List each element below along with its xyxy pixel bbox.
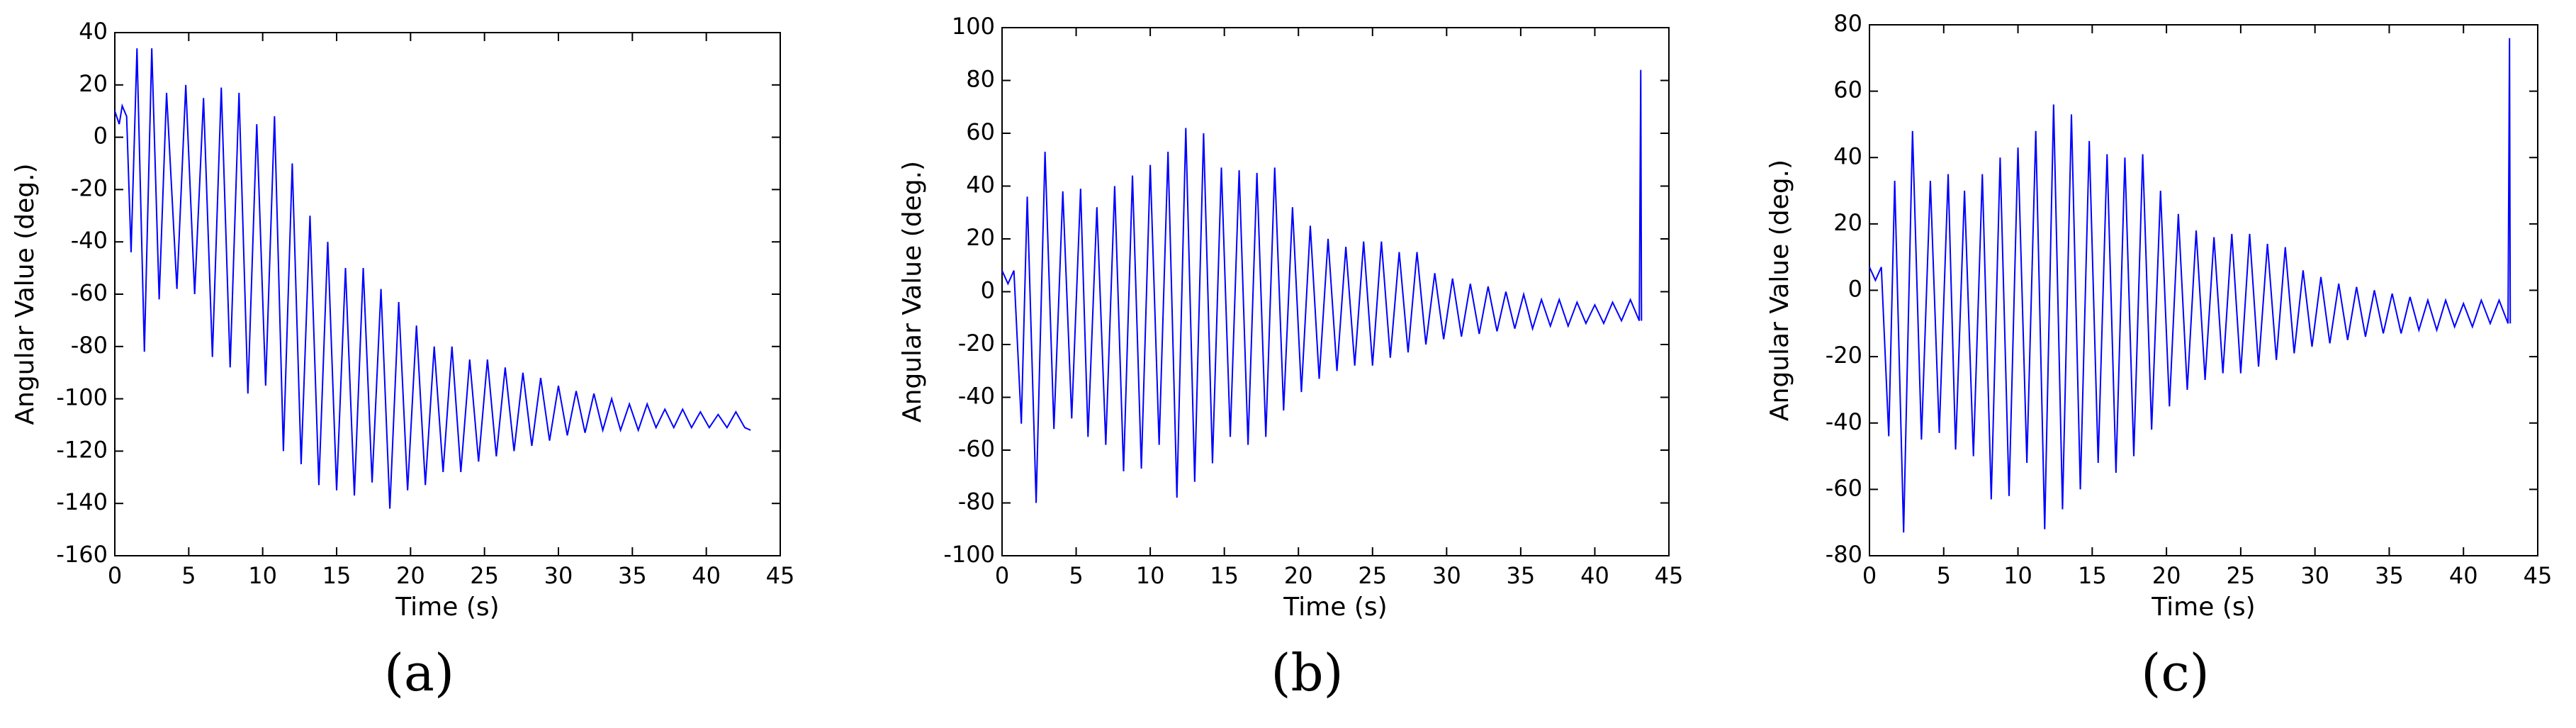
y-axis-label: Angular Value (deg.) [898,161,927,422]
y-tick-label: 40 [79,18,108,45]
y-tick-label: 40 [966,172,995,198]
x-tick-label: 45 [1655,562,1684,589]
x-tick-label: 40 [1580,562,1609,589]
y-tick-label: 60 [1833,77,1862,103]
y-tick-label: 60 [966,118,995,145]
caption: (a) [384,643,454,702]
x-tick-label: 15 [1210,562,1239,589]
y-tick-label: 20 [1833,209,1862,236]
x-tick-label: 40 [2449,562,2478,589]
plot-frame [1001,27,1670,556]
line [1001,69,1643,503]
x-tick-label: 40 [692,562,721,589]
x-tick-label: 45 [2524,562,2553,589]
y-tick-label: -20 [1826,342,1862,369]
y-tick-label: -40 [958,383,995,410]
y-tick-label: -20 [71,174,108,201]
y-tick-label: -100 [943,541,995,568]
plot-frame [1869,24,2538,556]
x-tick-label: 35 [2375,562,2404,589]
x-tick-label: 20 [396,562,425,589]
x-tick-label: 15 [322,562,351,589]
y-tick-label: 80 [966,66,995,93]
line [1869,38,2512,533]
y-tick-label: 0 [94,123,108,150]
caption: (b) [1271,643,1343,702]
x-tick-label: 15 [2078,562,2107,589]
y-axis-label: Angular Value (deg.) [1765,159,1794,421]
x-tick-label: 35 [1507,562,1536,589]
x-tick-label: 10 [2003,562,2032,589]
x-tick-label: 25 [1358,562,1387,589]
x-tick-label: 0 [108,562,122,589]
x-tick-label: 35 [618,562,647,589]
x-tick-label: 5 [1937,562,1951,589]
x-tick-label: 10 [248,562,277,589]
y-tick-label: -60 [958,435,995,462]
x-axis-label: Time (s) [2151,593,2255,622]
x-tick-label: 20 [2152,562,2181,589]
line [114,48,751,509]
y-tick-label: -80 [1826,541,1862,568]
y-tick-label: -160 [56,541,108,568]
x-tick-label: 10 [1136,562,1165,589]
x-tick-label: 45 [766,562,795,589]
y-tick-label: -80 [71,332,108,359]
x-tick-label: 0 [995,562,1009,589]
x-tick-label: 5 [1069,562,1083,589]
x-tick-label: 20 [1284,562,1313,589]
x-tick-label: 0 [1862,562,1877,589]
x-tick-label: 5 [181,562,196,589]
x-axis-label: Time (s) [395,593,499,622]
x-axis-label: Time (s) [1283,593,1387,622]
y-tick-label: -80 [958,488,995,515]
y-tick-label: 80 [1833,10,1862,37]
y-tick-label: 40 [1833,142,1862,169]
y-tick-label: -140 [56,488,108,515]
caption: (c) [2141,643,2210,702]
y-tick-label: 100 [952,13,995,40]
y-tick-label: -120 [56,436,108,463]
y-tick-label: -40 [71,227,108,254]
y-axis-label: Angular Value (deg.) [11,163,40,425]
y-tick-label: 20 [966,224,995,251]
x-tick-label: 30 [2300,562,2329,589]
x-tick-label: 25 [2227,562,2256,589]
y-tick-label: -60 [1826,474,1862,501]
y-tick-label: -40 [1826,408,1862,435]
x-tick-label: 25 [470,562,499,589]
y-tick-label: 20 [79,70,108,97]
x-tick-label: 30 [544,562,573,589]
y-tick-label: 0 [981,277,995,304]
y-tick-label: 0 [1848,276,1862,303]
y-tick-label: -60 [71,279,108,306]
y-tick-label: -100 [56,384,108,411]
x-tick-label: 30 [1432,562,1461,589]
y-tick-label: -20 [958,330,995,357]
